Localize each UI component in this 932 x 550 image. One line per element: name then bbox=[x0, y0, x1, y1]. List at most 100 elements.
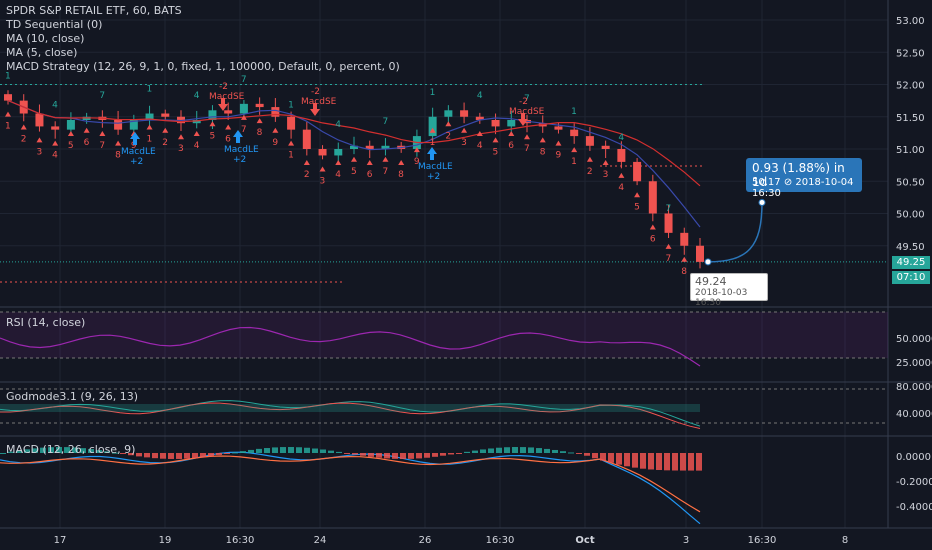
sub-tick-1-0: 80.0000 bbox=[896, 382, 932, 393]
macd-hist-bar-78 bbox=[624, 453, 630, 467]
td-arrow-24 bbox=[382, 156, 389, 162]
sub-tick-0-1: 25.0000 bbox=[896, 358, 932, 369]
macd-signal-line bbox=[0, 455, 701, 513]
moving-average-lines bbox=[7, 100, 701, 228]
td-count-2: 3 bbox=[36, 147, 42, 157]
macd-hist-bar-73 bbox=[584, 453, 590, 456]
td-count-up-36: 1 bbox=[571, 107, 577, 117]
td-arrow-25 bbox=[398, 160, 405, 165]
godmode-panel-label[interactable]: Godmode3.1 (9, 26, 13) bbox=[6, 390, 138, 403]
td-count-13: 5 bbox=[209, 131, 215, 141]
long-signal-qty-2: +2 bbox=[427, 172, 440, 182]
macd-hist-bar-51 bbox=[408, 453, 414, 459]
td-arrow-10 bbox=[162, 127, 169, 133]
tooltip-datetime: 2018-10-03 16:30 bbox=[695, 288, 748, 308]
macd-hist-bar-28 bbox=[224, 453, 230, 454]
td-arrow-21 bbox=[335, 160, 342, 165]
macd-hist-bar-65 bbox=[520, 447, 526, 453]
td-arrow-23 bbox=[366, 160, 373, 165]
candle-body-7 bbox=[114, 119, 123, 130]
macd-hist-bar-44 bbox=[352, 453, 358, 455]
td-arrow-34 bbox=[539, 137, 546, 143]
td-arrow-18 bbox=[288, 140, 295, 146]
ma-10-line bbox=[7, 100, 701, 187]
long-signal-arrow-2 bbox=[427, 147, 437, 160]
macd-hist-bar-68 bbox=[544, 448, 550, 453]
td-count-32: 6 bbox=[508, 141, 514, 151]
macd-hist-bar-3 bbox=[24, 449, 30, 453]
short-signal-arrow-0 bbox=[218, 98, 228, 111]
candle-body-4 bbox=[66, 119, 75, 130]
macd-hist-bar-80 bbox=[640, 453, 646, 469]
macd-hist-bar-27 bbox=[216, 453, 222, 456]
td-count-up-42: 7 bbox=[666, 204, 672, 214]
long-signal-label-0: MacdLE bbox=[121, 147, 156, 157]
td-arrow-26 bbox=[413, 147, 420, 153]
td-arrow-12 bbox=[193, 130, 200, 136]
macd-hist-bar-10 bbox=[80, 448, 86, 453]
td-count-up-3: 4 bbox=[52, 101, 58, 111]
price-tick-4: 51.00 bbox=[896, 145, 925, 156]
macd-hist-bar-57 bbox=[456, 453, 462, 454]
projection-curve bbox=[704, 199, 766, 266]
indicator-macd-strategy[interactable]: MACD Strategy (12, 26, 9, 1, 0, fixed, 1… bbox=[6, 60, 400, 73]
long-signal-arrow-0 bbox=[130, 132, 140, 145]
td-count-17: 9 bbox=[272, 138, 278, 148]
td-count-42: 7 bbox=[666, 254, 672, 264]
clock-icon: ⊘ bbox=[783, 177, 793, 188]
candle-body-38 bbox=[601, 145, 610, 149]
projection-label[interactable]: 0.93 (1.88%) in 1d 50.17 ⊘ 2018-10-04 16… bbox=[746, 158, 862, 199]
td-arrow-19 bbox=[303, 160, 310, 165]
macd-hist-bar-60 bbox=[480, 449, 486, 453]
candle-body-28 bbox=[444, 110, 453, 117]
candle-body-24 bbox=[381, 145, 390, 149]
oscillator-lines bbox=[0, 326, 701, 525]
macd-hist-bar-86 bbox=[688, 453, 694, 471]
macd-hist-bar-59 bbox=[472, 450, 478, 453]
time-label-7: 3 bbox=[683, 535, 689, 546]
short-signal-qty-2: -2 bbox=[519, 97, 528, 107]
td-count-15: 7 bbox=[241, 125, 247, 135]
candle-body-29 bbox=[460, 110, 469, 117]
macd-hist-bar-36 bbox=[288, 447, 294, 453]
macd-hist-bar-14 bbox=[112, 452, 118, 454]
td-count-18: 1 bbox=[288, 151, 294, 161]
td-count-5: 6 bbox=[84, 138, 90, 148]
macd-hist-bar-26 bbox=[208, 453, 214, 457]
symbol-line[interactable]: SPDR S&P RETAIL ETF, 60, BATS bbox=[6, 4, 182, 17]
indicator-ma-10[interactable]: MA (10, close) bbox=[6, 32, 85, 45]
candle-body-44 bbox=[696, 245, 704, 262]
td-arrow-11 bbox=[178, 134, 184, 140]
td-arrow-4 bbox=[67, 130, 74, 136]
candle-body-21 bbox=[334, 149, 343, 156]
long-signal-label-2: MacdLE bbox=[418, 162, 453, 172]
td-count-36: 1 bbox=[571, 157, 577, 167]
macd-hist-bar-15 bbox=[120, 453, 126, 454]
macd-hist-bar-37 bbox=[296, 447, 302, 453]
projection-target: 50.17 bbox=[752, 177, 781, 188]
tooltip-value: 49.24 bbox=[695, 275, 727, 288]
candle-body-0 bbox=[4, 94, 12, 101]
td-count-4: 5 bbox=[68, 141, 74, 151]
indicator-td-sequential[interactable]: TD Sequential (0) bbox=[6, 18, 103, 31]
candle-body-31 bbox=[491, 119, 500, 127]
candle-body-23 bbox=[365, 145, 374, 149]
macd-panel-label[interactable]: MACD (12, 26, close, 9) bbox=[6, 443, 136, 456]
td-count-8: 9 bbox=[131, 141, 137, 151]
rsi-panel-label[interactable]: RSI (14, close) bbox=[6, 316, 86, 329]
td-arrow-43 bbox=[681, 256, 688, 262]
td-count-26: 9 bbox=[414, 157, 420, 167]
macd-hist-bar-43 bbox=[344, 453, 350, 454]
short-signal-label-0: MacdSE bbox=[209, 92, 245, 102]
macd-hist-bar-47 bbox=[376, 453, 382, 458]
macd-hist-bar-2 bbox=[16, 450, 22, 453]
candle-body-16 bbox=[255, 103, 264, 108]
macd-hist-bar-63 bbox=[504, 447, 510, 453]
macd-hist-bar-21 bbox=[168, 453, 174, 459]
indicator-ma-5[interactable]: MA (5, close) bbox=[6, 46, 78, 59]
macd-hist-bar-25 bbox=[200, 453, 206, 458]
td-count-up-24: 7 bbox=[382, 117, 388, 127]
short-signal-arrow-2 bbox=[518, 113, 528, 126]
short-signal-arrow-1 bbox=[310, 103, 320, 116]
